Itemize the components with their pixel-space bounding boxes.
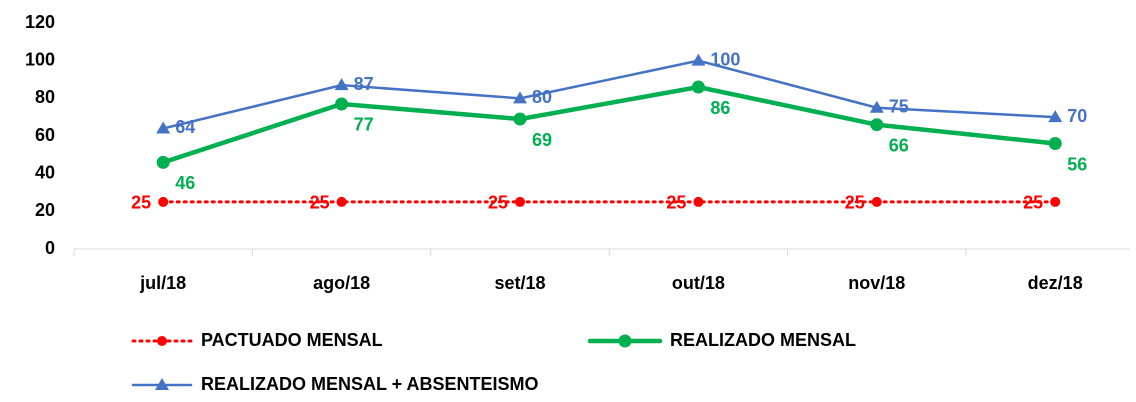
data-label: 25	[666, 193, 686, 213]
data-label: 25	[488, 193, 508, 213]
data-label: 64	[175, 117, 195, 137]
marker	[869, 100, 884, 113]
data-label: 86	[710, 98, 730, 118]
x-tick-label: jul/18	[139, 273, 186, 293]
y-tick-label: 20	[35, 200, 55, 220]
data-label: 75	[889, 97, 909, 117]
data-label: 69	[532, 130, 552, 150]
data-label: 66	[889, 135, 909, 155]
legend-label: REALIZADO MENSAL + ABSENTEISMO	[201, 374, 539, 394]
marker	[334, 78, 349, 91]
data-label: 25	[845, 193, 865, 213]
marker	[156, 121, 171, 134]
y-tick-label: 60	[35, 125, 55, 145]
data-label: 80	[532, 87, 552, 107]
y-tick-label: 40	[35, 162, 55, 182]
marker	[335, 97, 349, 111]
y-tick-label: 120	[25, 12, 55, 32]
x-tick-label: nov/18	[848, 273, 905, 293]
marker	[157, 336, 167, 346]
x-tick-label: set/18	[494, 273, 545, 293]
marker	[513, 112, 527, 126]
marker	[515, 196, 525, 207]
marker	[155, 378, 169, 390]
marker	[870, 118, 884, 132]
data-label: 25	[1023, 193, 1043, 213]
marker	[336, 196, 347, 207]
marker	[1048, 110, 1063, 123]
legend-label: PACTUADO MENSAL	[201, 330, 383, 350]
data-label: 46	[175, 173, 195, 193]
data-label: 25	[131, 193, 151, 213]
data-label: 56	[1067, 154, 1087, 174]
y-tick-label: 100	[25, 49, 55, 69]
x-tick-label: out/18	[672, 273, 725, 293]
marker	[618, 334, 632, 348]
data-label: 25	[310, 193, 330, 213]
data-label: 77	[354, 115, 374, 135]
series-line	[160, 84, 1058, 165]
y-tick-label: 0	[45, 238, 55, 258]
marker	[1048, 137, 1062, 151]
data-label: 100	[710, 49, 740, 69]
marker	[158, 196, 169, 207]
marker	[513, 91, 527, 104]
x-tick-label: dez/18	[1028, 273, 1083, 293]
marker	[693, 196, 704, 207]
series-line	[161, 59, 1057, 130]
data-label: 70	[1067, 106, 1087, 126]
marker	[691, 53, 706, 66]
marker	[691, 80, 705, 94]
marker	[1050, 196, 1061, 207]
x-tick-label: ago/18	[313, 273, 370, 293]
marker	[156, 155, 170, 169]
marker	[871, 196, 882, 207]
data-label: 87	[354, 74, 374, 94]
y-tick-label: 80	[35, 87, 55, 107]
legend-label: REALIZADO MENSAL	[670, 330, 856, 350]
